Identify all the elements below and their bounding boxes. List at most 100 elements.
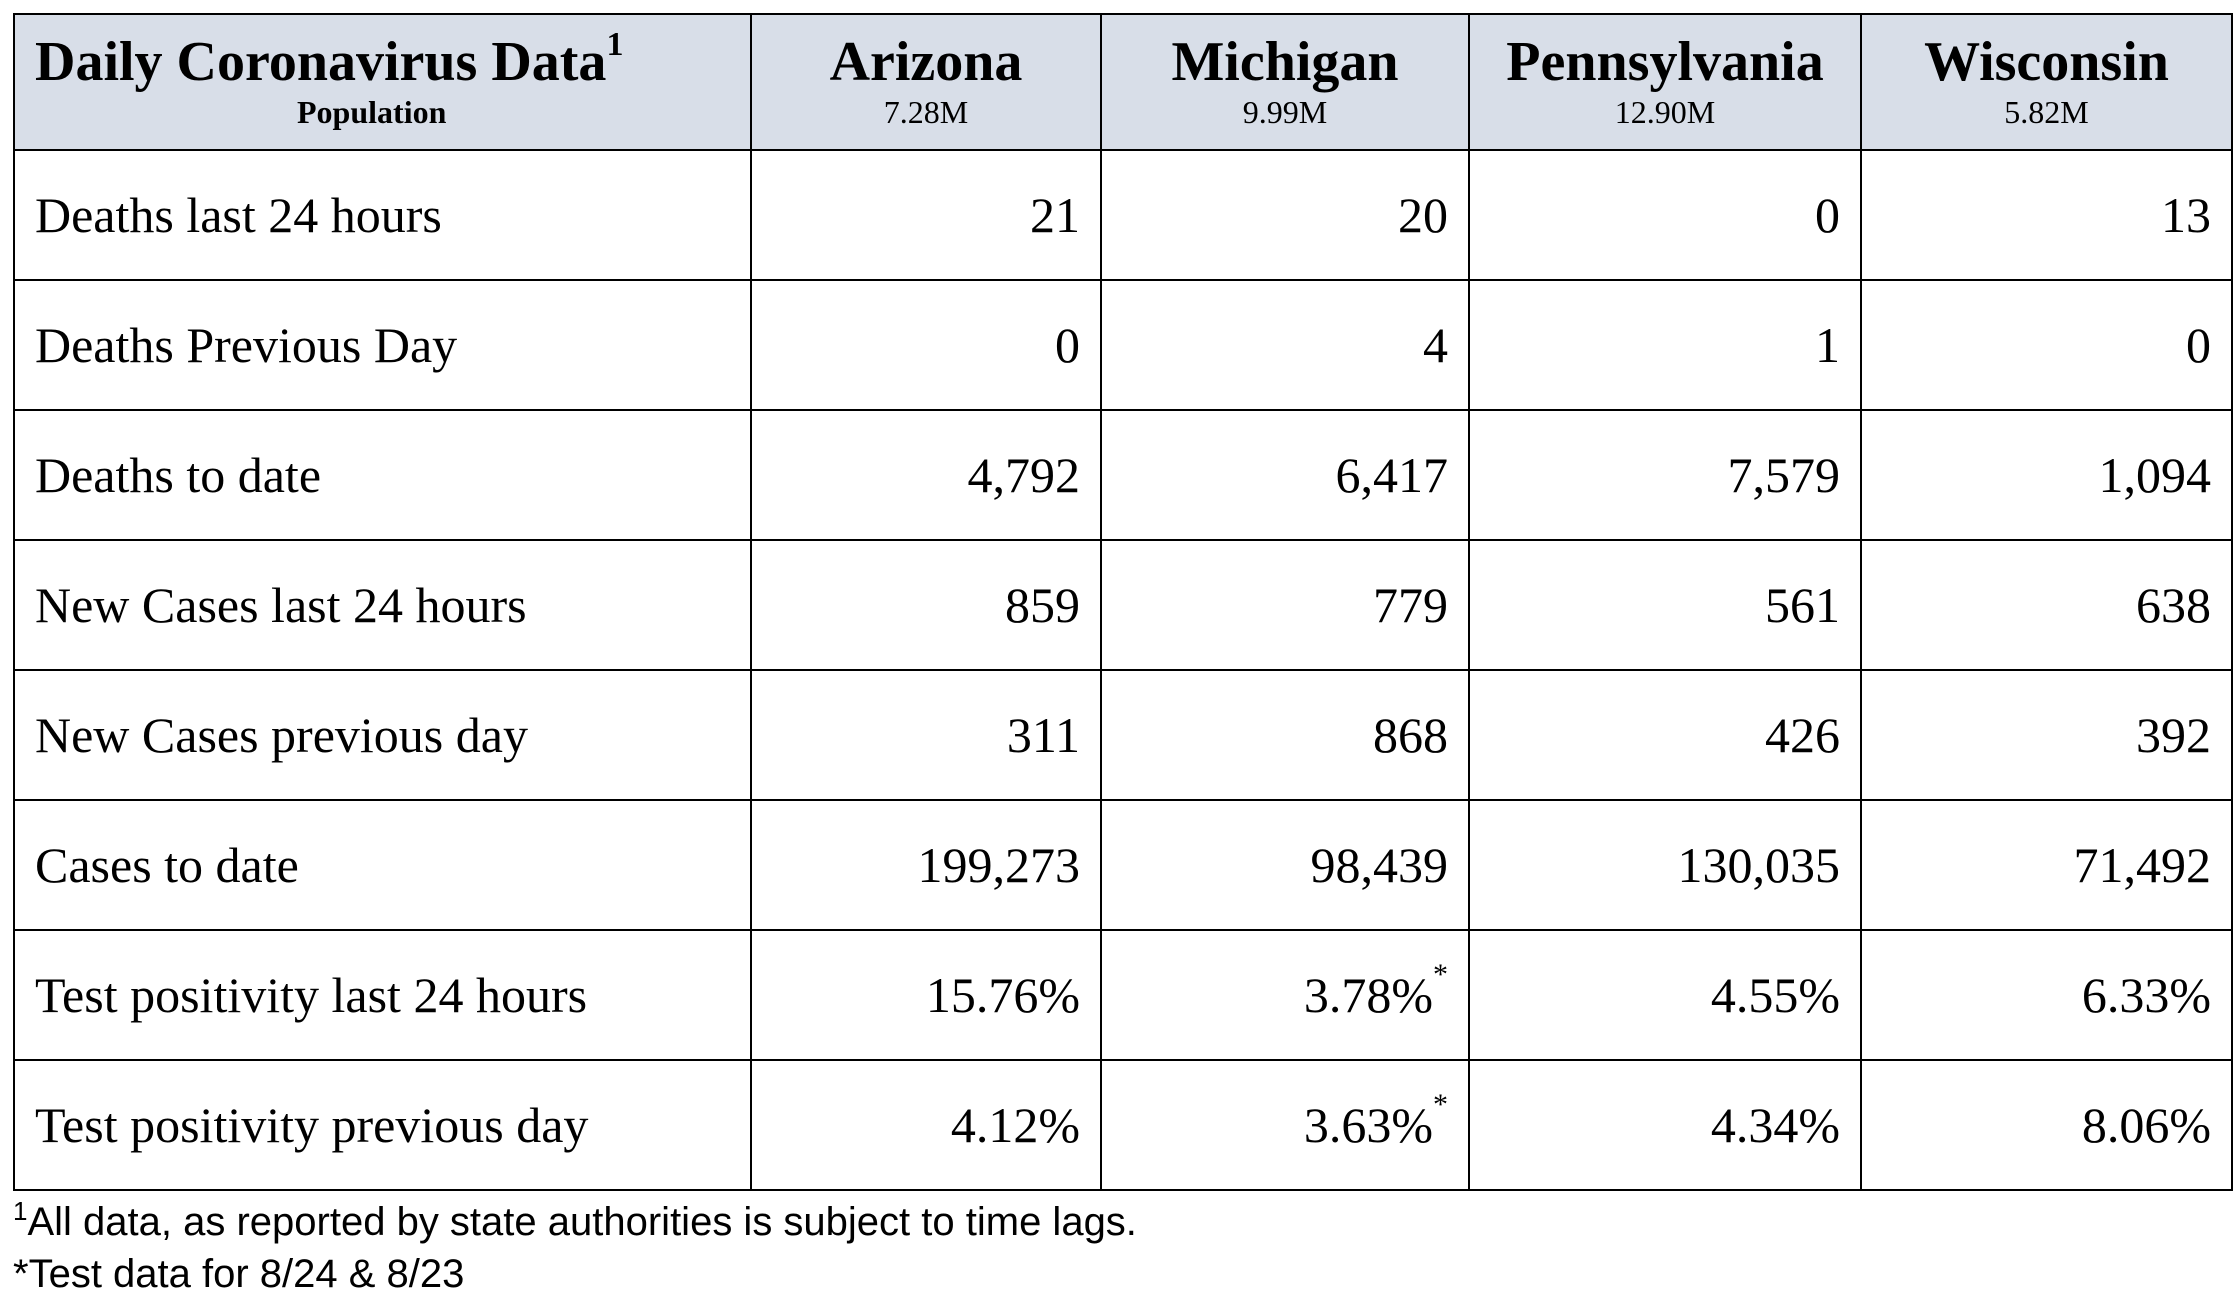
table-cell: 779 bbox=[1100, 539, 1470, 671]
cell-value: 21 bbox=[1030, 187, 1080, 243]
row-label: New Cases last 24 hours bbox=[13, 539, 752, 671]
cell-value: 1,094 bbox=[2098, 447, 2212, 503]
coronavirus-data-table: Daily Coronavirus Data1 Population Arizo… bbox=[13, 13, 2233, 1191]
table-cell: 4,792 bbox=[750, 409, 1102, 541]
table-cell: 392 bbox=[1860, 669, 2233, 801]
title-footnote-marker: 1 bbox=[606, 26, 624, 63]
table-cell: 20 bbox=[1100, 149, 1470, 281]
table-cell: 1 bbox=[1468, 279, 1862, 411]
table-title-cell: Daily Coronavirus Data1 Population bbox=[13, 13, 752, 151]
table-cell: 21 bbox=[750, 149, 1102, 281]
table-title: Daily Coronavirus Data1 bbox=[35, 26, 624, 93]
table-row: New Cases last 24 hours 859 779 561 638 bbox=[13, 539, 2233, 671]
table-row: Test positivity previous day 4.12% 3.63%* 4… bbox=[13, 1059, 2233, 1191]
table-cell: 868 bbox=[1100, 669, 1470, 801]
coronavirus-data-table-container: Daily Coronavirus Data1 Population Arizo… bbox=[13, 13, 2233, 1191]
state-header-wisconsin: Wisconsin 5.82M bbox=[1860, 13, 2233, 151]
cell-value: 0 bbox=[1815, 187, 1840, 243]
row-label: Deaths Previous Day bbox=[13, 279, 752, 411]
footnote-1-marker: 1 bbox=[13, 1196, 28, 1226]
table-cell: 13 bbox=[1860, 149, 2233, 281]
cell-footnote-marker: * bbox=[1433, 1088, 1448, 1121]
table-cell: 6,417 bbox=[1100, 409, 1470, 541]
state-population: 5.82M bbox=[2004, 94, 2089, 130]
table-row: Deaths Previous Day 0 4 1 0 bbox=[13, 279, 2233, 411]
cell-value: 199,273 bbox=[917, 837, 1081, 893]
table-cell: 311 bbox=[750, 669, 1102, 801]
row-label: Test positivity last 24 hours bbox=[13, 929, 752, 1061]
cell-value: 561 bbox=[1765, 577, 1840, 633]
state-population: 7.28M bbox=[883, 94, 969, 130]
cell-value: 130,035 bbox=[1677, 837, 1841, 893]
cell-value: 638 bbox=[2136, 577, 2211, 633]
cell-value: 0 bbox=[2186, 317, 2211, 373]
table-cell: 6.33% bbox=[1860, 929, 2233, 1061]
cell-value: 98,439 bbox=[1310, 837, 1449, 893]
table-cell: 4.55% bbox=[1468, 929, 1862, 1061]
cell-value: 8.06% bbox=[2081, 1097, 2211, 1153]
table-cell: 3.63%* bbox=[1100, 1059, 1470, 1191]
cell-value: 426 bbox=[1765, 707, 1840, 763]
cell-value: 4.55% bbox=[1710, 967, 1840, 1023]
cell-footnote-marker: * bbox=[1433, 958, 1448, 991]
table-cell: 859 bbox=[750, 539, 1102, 671]
state-population: 12.90M bbox=[1614, 94, 1716, 130]
footnote-2: *Test data for 8/24 & 8/23 bbox=[13, 1252, 465, 1296]
cell-value: 6,417 bbox=[1335, 447, 1449, 503]
cell-value: 71,492 bbox=[2073, 837, 2212, 893]
cell-value: 13 bbox=[2161, 187, 2211, 243]
cell-value: 0 bbox=[1055, 317, 1080, 373]
cell-value: 15.76% bbox=[925, 967, 1080, 1023]
table-cell: 4.34% bbox=[1468, 1059, 1862, 1191]
table-body: Deaths last 24 hours 21 20 0 13 Deaths Previo… bbox=[13, 149, 2233, 1191]
row-label: Deaths last 24 hours bbox=[13, 149, 752, 281]
cell-value: 868 bbox=[1373, 707, 1448, 763]
row-label: New Cases previous day bbox=[13, 669, 752, 801]
table-row: Test positivity last 24 hours 15.76% 3.78%… bbox=[13, 929, 2233, 1061]
state-name: Michigan bbox=[1171, 31, 1399, 93]
table-cell: 561 bbox=[1468, 539, 1862, 671]
footnotes: 1All data, as reported by state authorit… bbox=[13, 1196, 1137, 1300]
cell-value: 6.33% bbox=[2081, 967, 2211, 1023]
table-row: Deaths to date 4,792 6,417 7,579 1,094 bbox=[13, 409, 2233, 541]
footnote-1: 1All data, as reported by state authorit… bbox=[13, 1196, 1137, 1248]
table-cell: 426 bbox=[1468, 669, 1862, 801]
state-population: 9.99M bbox=[1242, 94, 1328, 130]
cell-value: 3.63% bbox=[1303, 1097, 1433, 1153]
cell-value: 20 bbox=[1398, 187, 1448, 243]
state-name: Pennsylvania bbox=[1506, 31, 1824, 93]
state-name: Arizona bbox=[829, 31, 1023, 93]
cell-value: 1 bbox=[1815, 317, 1840, 373]
cell-value: 4 bbox=[1423, 317, 1448, 373]
table-cell: 7,579 bbox=[1468, 409, 1862, 541]
row-label: Cases to date bbox=[13, 799, 752, 931]
table-cell: 98,439 bbox=[1100, 799, 1470, 931]
row-label: Deaths to date bbox=[13, 409, 752, 541]
table-cell: 4 bbox=[1100, 279, 1470, 411]
table-cell: 0 bbox=[750, 279, 1102, 411]
table-header-row: Daily Coronavirus Data1 Population Arizo… bbox=[13, 13, 2233, 151]
table-cell: 71,492 bbox=[1860, 799, 2233, 931]
table-cell: 0 bbox=[1860, 279, 2233, 411]
table-cell: 3.78%* bbox=[1100, 929, 1470, 1061]
cell-value: 3.78% bbox=[1303, 967, 1433, 1023]
table-row: New Cases previous day 311 868 426 392 bbox=[13, 669, 2233, 801]
footnote-1-text: All data, as reported by state authoriti… bbox=[27, 1200, 1137, 1244]
state-name: Wisconsin bbox=[1924, 31, 2169, 93]
cell-value: 859 bbox=[1005, 577, 1080, 633]
table-cell: 8.06% bbox=[1860, 1059, 2233, 1191]
cell-value: 4,792 bbox=[967, 447, 1081, 503]
table-cell: 199,273 bbox=[750, 799, 1102, 931]
cell-value: 392 bbox=[2136, 707, 2211, 763]
cell-value: 779 bbox=[1373, 577, 1448, 633]
cell-value: 7,579 bbox=[1727, 447, 1841, 503]
table-cell: 1,094 bbox=[1860, 409, 2233, 541]
table-cell: 130,035 bbox=[1468, 799, 1862, 931]
state-header-arizona: Arizona 7.28M bbox=[750, 13, 1102, 151]
population-label: Population bbox=[297, 94, 447, 130]
table-cell: 15.76% bbox=[750, 929, 1102, 1061]
state-header-pennsylvania: Pennsylvania 12.90M bbox=[1468, 13, 1862, 151]
cell-value: 4.34% bbox=[1710, 1097, 1840, 1153]
table-cell: 0 bbox=[1468, 149, 1862, 281]
state-header-michigan: Michigan 9.99M bbox=[1100, 13, 1470, 151]
